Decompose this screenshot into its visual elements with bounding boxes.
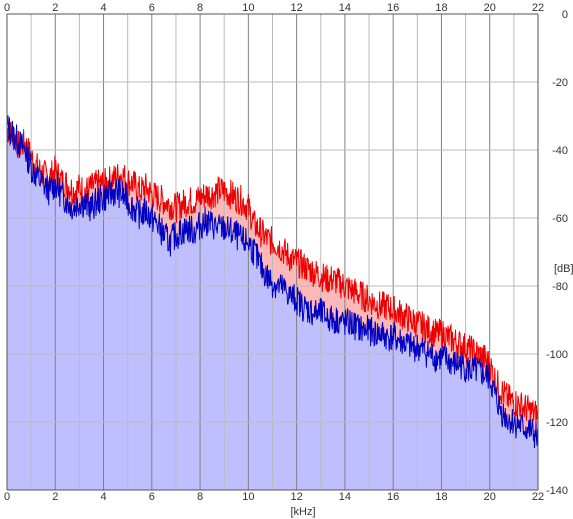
x-tick-label-top: 16: [387, 2, 399, 14]
y-tick-label: -100: [546, 349, 568, 361]
y-tick-label: -80: [552, 281, 568, 293]
x-tick-label-top: 12: [291, 2, 303, 14]
x-tick-label-bottom: 16: [387, 491, 399, 503]
x-tick-label-bottom: 8: [197, 491, 203, 503]
x-tick-label-top: 8: [197, 2, 203, 14]
x-tick-label-bottom: 6: [149, 491, 155, 503]
x-tick-label-top: 20: [484, 2, 496, 14]
y-tick-label: -20: [552, 77, 568, 89]
spectrum-series: [6, 115, 539, 449]
y-axis-unit-label: [dB]: [554, 263, 573, 275]
x-tick-label-top: 4: [100, 2, 106, 14]
y-tick-label: -40: [552, 145, 568, 157]
y-tick-label: -120: [546, 417, 568, 429]
x-tick-label-bottom: 4: [100, 491, 106, 503]
x-tick-label-bottom: 0: [4, 491, 10, 503]
x-tick-label-top: 22: [532, 2, 544, 14]
y-tick-label: -60: [552, 213, 568, 225]
y-axis-ticks: 0 -20 -40 -60 -80 -100 -120 -140: [546, 9, 568, 497]
x-tick-label-top: 0: [4, 2, 10, 14]
red-series-line: [6, 121, 539, 427]
y-tick-label: 0: [562, 9, 568, 21]
x-tick-label-bottom: 2: [52, 491, 58, 503]
x-tick-label-bottom: 20: [484, 491, 496, 503]
plot-frame: [6, 13, 539, 491]
x-tick-label-top: 18: [435, 2, 447, 14]
x-axis-unit-label: [kHz]: [290, 506, 315, 518]
x-tick-label-bottom: 22: [532, 491, 544, 503]
x-tick-label-bottom: 12: [291, 491, 303, 503]
x-tick-label-top: 10: [242, 2, 254, 14]
y-tick-label: -140: [546, 485, 568, 497]
x-tick-label-bottom: 18: [435, 491, 447, 503]
x-tick-label-bottom: 10: [242, 491, 254, 503]
x-tick-label-top: 2: [52, 2, 58, 14]
blue-series-line: [6, 115, 539, 449]
x-tick-label-top: 14: [339, 2, 351, 14]
x-tick-label-top: 6: [149, 2, 155, 14]
x-tick-label-bottom: 14: [339, 491, 351, 503]
